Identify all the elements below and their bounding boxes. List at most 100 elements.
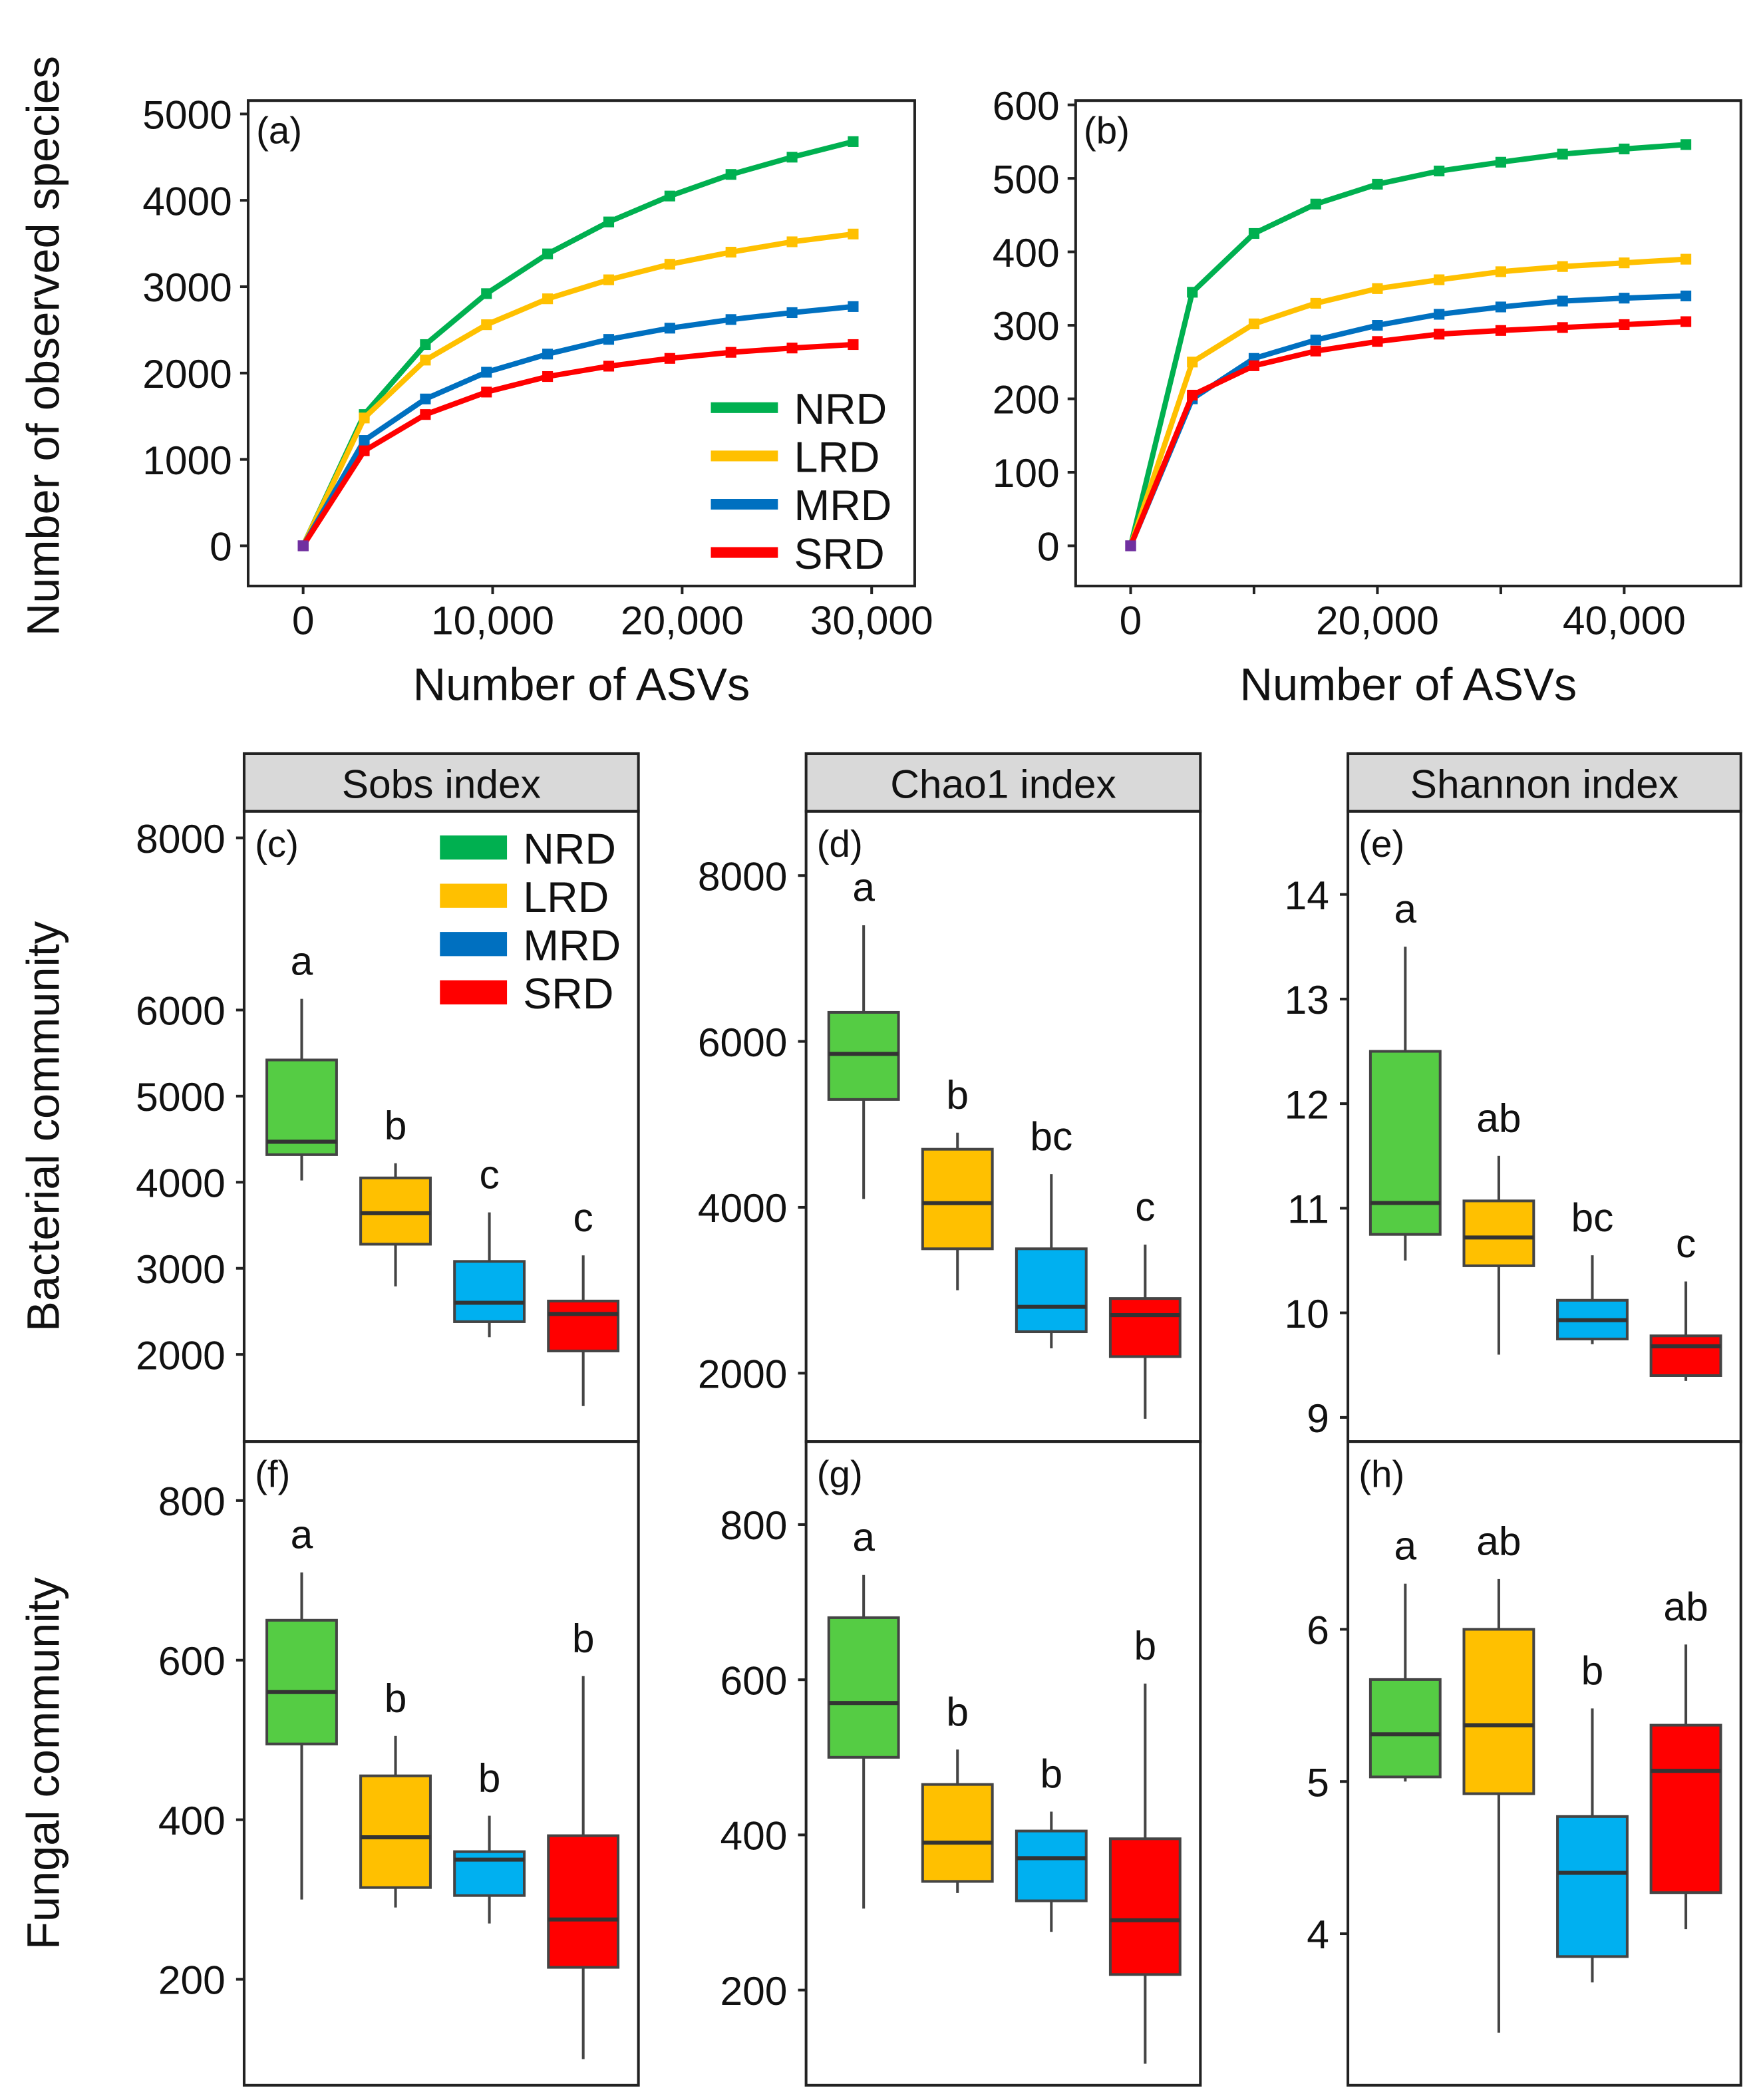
data-point-LRD xyxy=(725,247,736,258)
y-tick-label: 4000 xyxy=(136,1160,226,1205)
data-point-MRD xyxy=(603,334,615,345)
data-point-SRD xyxy=(1434,329,1445,340)
data-point-NRD xyxy=(1248,227,1260,239)
data-point-LRD xyxy=(1495,266,1506,277)
y-axis-label: Number of observed species xyxy=(18,56,69,636)
box-NRD xyxy=(265,1058,338,1156)
y-tick-label: 400 xyxy=(158,1798,226,1843)
significance-letter: b xyxy=(1134,1623,1157,1668)
x-axis-label: Number of ASVs xyxy=(413,659,750,710)
data-point-SRD xyxy=(603,361,615,372)
data-point-SRD xyxy=(725,347,736,358)
strip-title: Sobs index xyxy=(342,761,541,806)
y-tick-label: 5000 xyxy=(136,1074,226,1120)
significance-letter: a xyxy=(1394,886,1417,931)
y-tick-label: 200 xyxy=(158,1958,226,2003)
strip-title: Chao1 index xyxy=(890,761,1116,806)
data-point-NRD xyxy=(542,248,554,259)
significance-letter: a xyxy=(291,938,313,983)
legend-swatch-NRD xyxy=(440,835,508,860)
data-point-NRD xyxy=(1495,156,1506,168)
box-SRD xyxy=(1108,1837,1182,1976)
y-tick-label: 3000 xyxy=(142,265,232,310)
data-point-LRD xyxy=(1680,253,1692,265)
data-point-MRD xyxy=(1310,335,1321,346)
panel-label: (f) xyxy=(255,1453,290,1495)
data-point-LRD xyxy=(420,355,431,366)
significance-letter: b xyxy=(946,1072,969,1117)
y-tick-label: 200 xyxy=(720,1968,788,2014)
significance-letter: b xyxy=(1040,1751,1062,1796)
data-point-MRD xyxy=(1372,320,1383,331)
panel-label: (g) xyxy=(817,1453,863,1495)
strip-header xyxy=(242,752,640,813)
data-point-SRD xyxy=(1557,322,1568,333)
series-line-MRD xyxy=(301,303,854,547)
box-panel-f: (f) 200 400 600 800 a b b b Fungal community xyxy=(18,1440,640,2087)
significance-letter: bc xyxy=(1030,1114,1072,1159)
y-tick-label: 8000 xyxy=(136,816,226,861)
data-point-SRD xyxy=(1372,336,1383,347)
data-point-SRD xyxy=(1619,319,1630,331)
y-tick-label: 200 xyxy=(993,377,1060,422)
y-tick-label: 8000 xyxy=(698,853,788,899)
y-tick-label: 6000 xyxy=(136,988,226,1034)
x-tick-label: 30,000 xyxy=(810,598,933,643)
strip-header xyxy=(1347,752,1742,813)
y-tick-label: 500 xyxy=(993,156,1060,202)
data-point-SRD xyxy=(1125,540,1136,551)
x-tick-label: 0 xyxy=(292,598,315,643)
significance-letter: b xyxy=(946,1689,969,1734)
y-tick-label: 100 xyxy=(993,450,1060,496)
series-line-LRD xyxy=(1128,256,1686,547)
data-point-LRD xyxy=(359,412,370,424)
strip-title: Shannon index xyxy=(1410,761,1678,806)
series-line-NRD xyxy=(1128,142,1686,547)
y-tick-label: 600 xyxy=(158,1638,226,1684)
legend-label: NRD xyxy=(523,825,616,873)
y-tick-label: 0 xyxy=(1037,524,1060,569)
data-point-NRD xyxy=(1619,143,1630,154)
significance-letter: c xyxy=(573,1195,593,1240)
data-point-LRD xyxy=(1557,261,1568,272)
data-point-LRD xyxy=(1434,274,1445,285)
significance-letter: c xyxy=(479,1151,499,1197)
data-point-SRD xyxy=(1187,389,1198,401)
data-point-LRD xyxy=(664,259,675,270)
significance-letter: a xyxy=(852,1514,875,1559)
legend-label: SRD xyxy=(523,970,613,1018)
significance-letter: c xyxy=(1135,1184,1155,1229)
box-MRD xyxy=(453,1260,526,1323)
line-panel-a: (a) 0 1000 2000 3000 4000 5000 0 10,000 20,000 30,… xyxy=(142,92,933,710)
y-tick-label: 5000 xyxy=(142,92,232,138)
legend-swatch-LRD xyxy=(440,883,508,908)
x-tick-label: 0 xyxy=(1120,598,1142,643)
y-tick-label: 4000 xyxy=(698,1185,788,1231)
data-point-MRD xyxy=(725,314,736,325)
legend-label: MRD xyxy=(794,482,891,529)
plot-frame xyxy=(804,1440,1202,2087)
data-point-NRD xyxy=(1187,287,1198,298)
row-label: Bacterial community xyxy=(18,921,69,1332)
box-panel-d: Chao1 index (d) 2000 4000 6000 8000 a b bc c xyxy=(698,752,1202,1443)
box-NRD xyxy=(827,1616,900,1759)
box-NRD xyxy=(1368,1678,1442,1779)
significance-letter: b xyxy=(478,1755,501,1800)
data-point-MRD xyxy=(1495,301,1506,313)
line-panel-b: (b) 0 100 200 300 400 500 600 0 20,000 40,000 Numbe… xyxy=(993,83,1742,710)
legend-swatch-SRD xyxy=(440,980,508,1004)
row-label: Fungal community xyxy=(18,1576,69,1950)
box-LRD xyxy=(359,1176,432,1246)
data-point-NRD xyxy=(1434,166,1445,177)
box-LRD xyxy=(1462,1628,1535,1795)
y-tick-label: 400 xyxy=(720,1813,788,1859)
x-tick-label: 20,000 xyxy=(1316,598,1439,643)
data-point-NRD xyxy=(420,339,431,351)
data-point-SRD xyxy=(359,445,370,456)
y-tick-label: 11 xyxy=(1287,1187,1329,1232)
significance-letter: c xyxy=(1676,1221,1696,1266)
y-tick-label: 10 xyxy=(1285,1291,1329,1336)
data-point-NRD xyxy=(1372,178,1383,190)
significance-letter: ab xyxy=(1476,1519,1521,1564)
box-NRD xyxy=(827,1010,900,1101)
